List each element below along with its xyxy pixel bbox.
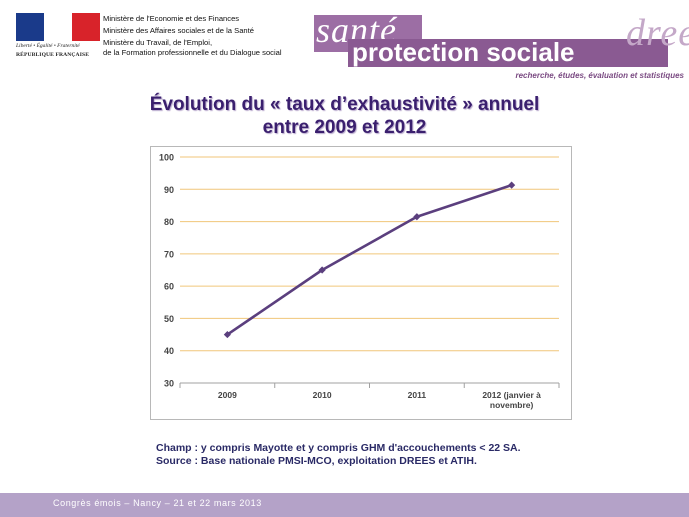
x-tick-label: novembre) <box>490 400 534 410</box>
brand-tagline: recherche, études, évaluation et statist… <box>515 71 684 80</box>
data-point <box>508 181 516 189</box>
slide-title-line1: Évolution du « taux d’exhaustivité » ann… <box>149 94 540 115</box>
note-source: Source : Base nationale PMSI-MCO, exploi… <box>156 455 477 467</box>
protection-bar <box>348 39 668 67</box>
slide-title: Évolution du « taux d’exhaustivité » ann… <box>0 93 689 139</box>
data-point <box>318 266 326 274</box>
ministry-line: Ministère des Affaires sociales et de la… <box>103 26 254 35</box>
y-tick-label: 80 <box>164 217 174 227</box>
rf-name: RÉPUBLIQUE FRANÇAISE <box>16 52 90 58</box>
x-tick-label: 2010 <box>313 390 332 400</box>
x-tick-label: 2009 <box>218 390 237 400</box>
y-tick-label: 100 <box>159 153 174 163</box>
chart-notes: Champ : y compris Mayotte et y compris G… <box>156 442 521 468</box>
data-point <box>413 213 421 221</box>
ministry-line: Ministère du Travail, de l'Emploi, <box>103 38 213 47</box>
footer-text: Congrès émois – Nancy – 21 et 22 mars 20… <box>53 498 262 508</box>
marianne-flag-icon <box>16 13 100 41</box>
ministry-line: Ministère de l'Economie et des Finances <box>103 14 240 23</box>
ministries-list: Ministère de l'Economie et des Finances … <box>103 14 282 58</box>
y-tick-label: 30 <box>164 379 174 389</box>
header: Liberté • Égalité • Fraternité RÉPUBLIQU… <box>0 0 689 88</box>
rf-motto: Liberté • Égalité • Fraternité <box>16 43 80 49</box>
note-champ: Champ : y compris Mayotte et y compris G… <box>156 442 521 454</box>
y-tick-label: 60 <box>164 282 174 292</box>
x-tick-label: 2011 <box>408 390 427 400</box>
sante-protection-sociale-logo: santé protection sociale drees recherche… <box>314 10 689 85</box>
chart-frame: 30 40 50 60 70 80 90 100 2009 2010 2011 2012 (janvi… <box>150 146 572 420</box>
series-line <box>226 183 513 336</box>
y-tick-label: 70 <box>164 249 174 259</box>
slide-title-line2: entre 2009 et 2012 <box>262 117 427 138</box>
y-tick-label: 50 <box>164 314 174 324</box>
brand-protection: protection sociale <box>352 37 575 67</box>
footer-bar: Congrès émois – Nancy – 21 et 22 mars 20… <box>0 493 689 517</box>
y-tick-label: 40 <box>164 346 174 356</box>
x-tick-label: 2012 (janvier à <box>482 390 541 400</box>
republique-francaise-logo: Liberté • Égalité • Fraternité RÉPUBLIQU… <box>16 13 100 68</box>
ministry-line: de la Formation professionnelle et du Di… <box>103 48 282 57</box>
brand-drees: drees <box>626 12 689 54</box>
y-tick-label: 90 <box>164 185 174 195</box>
line-chart: 30 40 50 60 70 80 90 100 2009 2010 2011 2012 (janvi… <box>159 153 560 410</box>
